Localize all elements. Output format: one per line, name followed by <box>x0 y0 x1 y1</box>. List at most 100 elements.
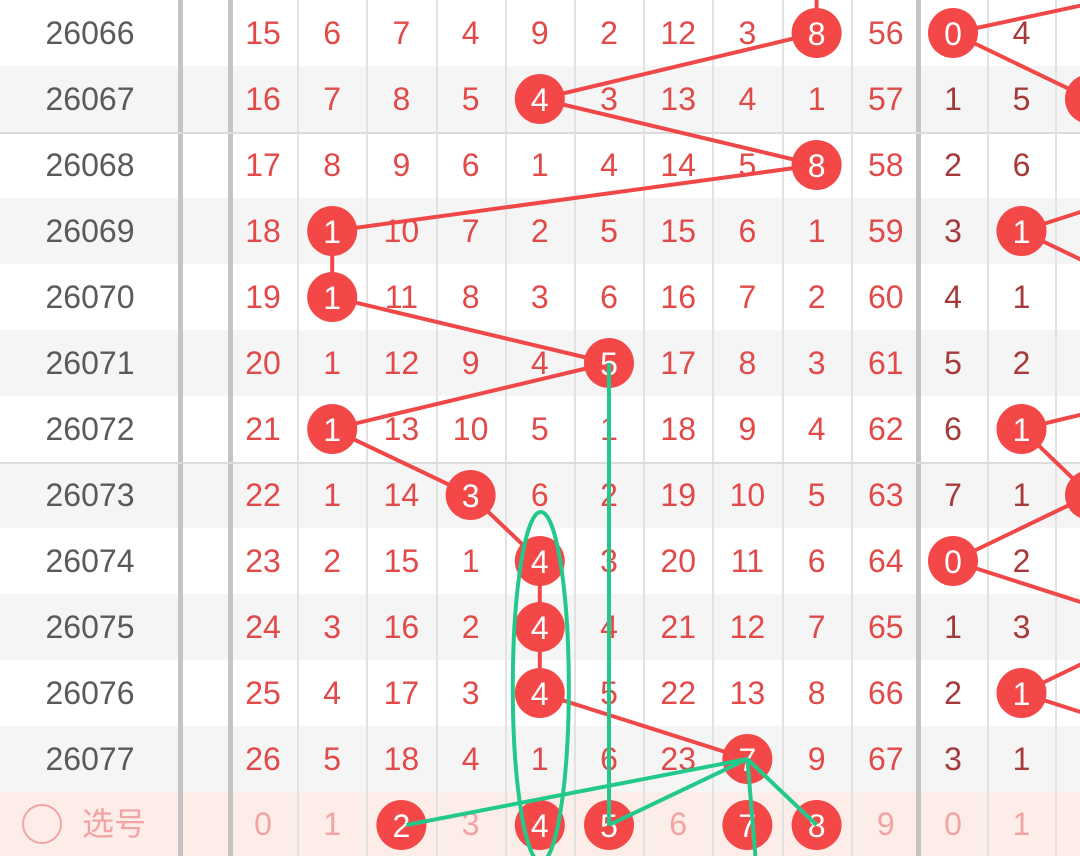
group2-cell: 7 <box>944 477 962 513</box>
selected-ball[interactable] <box>722 800 773 850</box>
selected-ball-number[interactable]: 2 <box>393 808 411 844</box>
select-group2-0[interactable]: 0 <box>944 806 962 842</box>
group2-cell: 1 <box>1012 477 1031 513</box>
winning-ball <box>791 8 842 58</box>
selected-ball[interactable] <box>376 800 427 850</box>
group2-cell: 1 <box>944 609 962 645</box>
number-cell: 4 <box>461 15 480 51</box>
number-cell: 12 <box>660 15 696 51</box>
highlight-line <box>745 758 758 856</box>
select-number-0[interactable]: 0 <box>254 806 272 842</box>
column-divider <box>435 0 438 856</box>
number-cell: 25 <box>245 675 281 711</box>
column-divider <box>574 0 576 856</box>
group-divider <box>0 462 1080 464</box>
winning-ball-number: 4 <box>531 610 549 646</box>
number-cell: 6 <box>738 213 757 249</box>
column-divider <box>850 0 853 856</box>
number-cell: 19 <box>245 279 281 315</box>
number-cell: 11 <box>730 543 764 579</box>
number-cell: 1 <box>530 147 549 183</box>
group2-ball-number: 0 <box>944 544 962 580</box>
number-cell: 18 <box>245 213 281 249</box>
number-cell: 8 <box>461 279 480 315</box>
selected-ball-number[interactable]: 5 <box>600 808 618 844</box>
group2-cell: 2 <box>944 675 962 711</box>
number-cell: 6 <box>530 477 549 513</box>
number-cell: 15 <box>660 213 696 249</box>
table-row: 26070 19 11 8 3 6 16 7 2 60 4 1 <box>0 264 1080 330</box>
number-cell: 8 <box>738 345 757 381</box>
select-group2-1[interactable]: 1 <box>1012 806 1031 842</box>
number-cell: 24 <box>245 609 281 645</box>
select-number-label[interactable]: 选号 <box>82 806 147 842</box>
number-cell: 6 <box>807 543 826 579</box>
winning-ball-number: 3 <box>462 478 480 514</box>
group2-ball <box>996 668 1047 718</box>
highlight-line <box>608 757 749 827</box>
number-cell: 17 <box>245 147 281 183</box>
number-cell: 3 <box>807 345 826 381</box>
issue-number: 26076 <box>45 675 135 711</box>
table-row: 26068 17 8 9 6 1 4 14 5 58 2 6 <box>0 132 1080 198</box>
issue-number: 26069 <box>45 213 135 249</box>
select-number-9[interactable]: 9 <box>876 806 895 842</box>
number-cell: 12 <box>729 609 766 645</box>
number-cell: 10 <box>729 477 766 513</box>
selected-ball-number[interactable]: 8 <box>808 808 826 844</box>
number-cell: 20 <box>245 345 281 381</box>
column-divider <box>986 0 989 856</box>
winning-ball-number: 4 <box>531 544 549 580</box>
table-row: 26074232151320116642 <box>0 528 1080 594</box>
number-cell: 18 <box>660 411 696 447</box>
number-cell: 18 <box>383 741 420 777</box>
winning-ball <box>307 404 358 454</box>
winning-ball <box>514 668 565 718</box>
group2-ball <box>996 206 1047 256</box>
issue-number: 26067 <box>45 81 135 117</box>
number-cell: 2 <box>807 279 826 315</box>
number-cell: 7 <box>392 15 411 51</box>
number-cell: 7 <box>738 279 757 315</box>
column-divider <box>643 0 646 856</box>
issue-number: 26071 <box>45 345 135 381</box>
number-cell: 2 <box>600 15 618 51</box>
number-cell: 4 <box>461 741 480 777</box>
issue-number: 26072 <box>45 411 135 447</box>
number-cell: 4 <box>600 147 618 183</box>
number-cell: 6 <box>600 279 618 315</box>
number-cell: 67 <box>868 741 904 777</box>
number-cell: 3 <box>461 675 480 711</box>
select-number-6[interactable]: 6 <box>669 806 688 842</box>
number-cell: 22 <box>660 675 696 711</box>
issue-number: 26066 <box>45 15 135 51</box>
group2-ball-number: 1 <box>1013 214 1031 250</box>
number-cell: 9 <box>807 741 826 777</box>
number-cell: 3 <box>530 279 549 315</box>
group2-ball <box>928 8 978 58</box>
group2-cell: 2 <box>1012 345 1031 381</box>
number-cell: 13 <box>729 675 766 711</box>
number-cell: 3 <box>323 609 342 645</box>
select-number-1[interactable]: 1 <box>323 806 342 842</box>
number-cell: 22 <box>245 477 281 513</box>
winning-ball-number: 8 <box>808 16 826 52</box>
number-cell: 19 <box>660 477 696 513</box>
group2-cell: 3 <box>944 213 962 249</box>
number-cell: 56 <box>868 15 904 51</box>
select-radio-icon[interactable] <box>22 804 62 844</box>
issue-number: 26070 <box>45 279 135 315</box>
group2-trend-line <box>946 3 1080 714</box>
group2-cell: 2 <box>944 147 962 183</box>
group2-ball <box>1065 76 1080 122</box>
group2-ball-number: 0 <box>944 16 962 52</box>
number-cell: 9 <box>530 15 549 51</box>
winning-ball-number: 1 <box>323 280 341 316</box>
group-divider <box>0 132 1080 134</box>
selected-ball-number[interactable]: 4 <box>531 808 549 844</box>
number-cell: 9 <box>461 345 480 381</box>
section-divider <box>178 0 183 856</box>
group2-ball <box>1065 472 1080 518</box>
